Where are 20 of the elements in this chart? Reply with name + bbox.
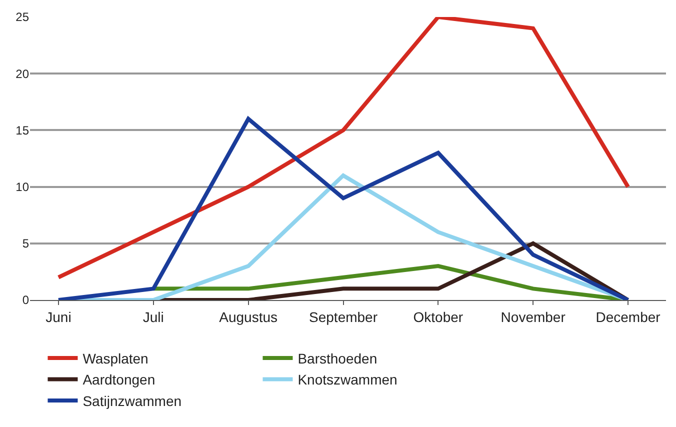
x-tick-label: December — [596, 308, 661, 325]
x-tick-label: September — [309, 308, 378, 325]
y-tick-label: 10 — [16, 180, 30, 194]
y-tick-label: 0 — [22, 293, 30, 308]
y-tick-label: 25 — [16, 10, 30, 24]
y-tick-label: 5 — [22, 236, 30, 251]
x-tick-label: Juli — [142, 308, 164, 325]
legend-label: Satijnzwammen — [82, 392, 182, 409]
line-series — [56, 17, 630, 280]
x-tick-label: November — [500, 308, 566, 325]
legend-label: Barsthoeden — [298, 350, 378, 367]
legend-label: Wasplaten — [82, 350, 148, 367]
x-tick-label: Augustus — [219, 308, 278, 325]
y-tick-label: 15 — [16, 123, 30, 138]
legend-label: Aardtongen — [82, 372, 156, 388]
line-series — [56, 116, 630, 300]
x-tick-label: Juni — [46, 308, 72, 325]
x-tick-label: Oktober — [413, 308, 464, 325]
legend-label: Knotszwammen — [298, 372, 398, 388]
y-tick-label: 20 — [16, 66, 30, 81]
